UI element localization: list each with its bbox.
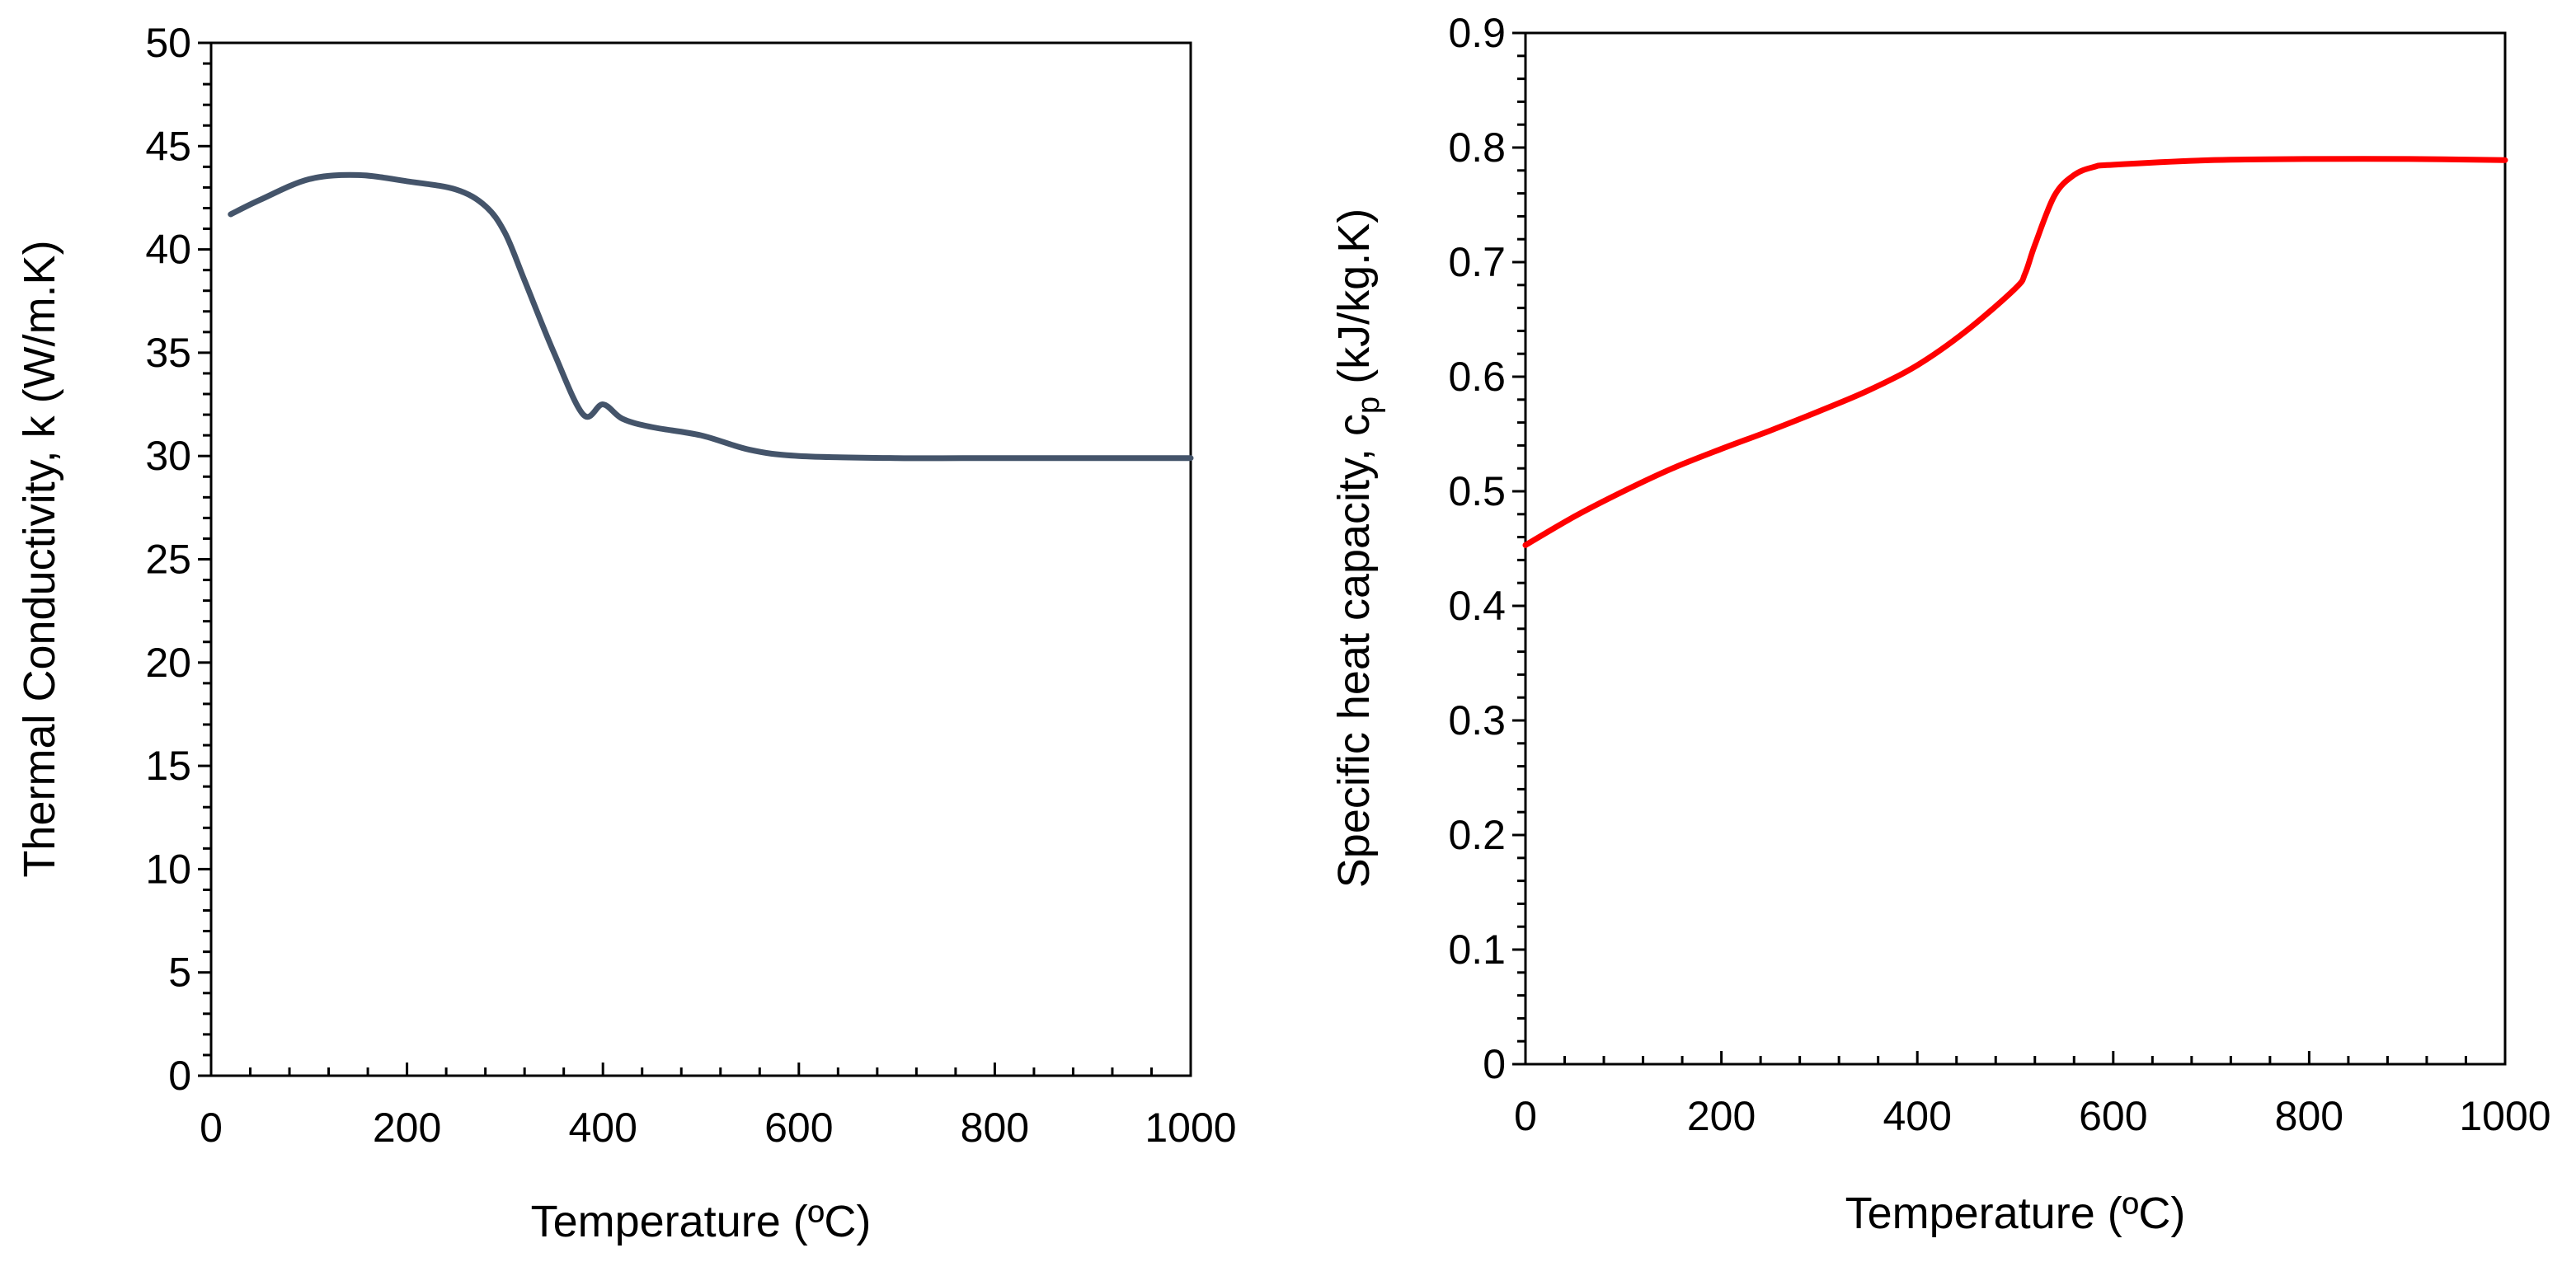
y-axis-title-main: Specific heat capacity, c bbox=[1329, 414, 1379, 888]
x-tick-label: 400 bbox=[1883, 1093, 1951, 1139]
y-tick-label: 20 bbox=[145, 640, 191, 686]
plot-area-frame bbox=[209, 41, 1192, 1077]
x-tick-label: 0 bbox=[1514, 1093, 1537, 1139]
y-axis-title: Thermal Conductivity, k (W/m.K) bbox=[15, 240, 64, 877]
tick-labels: 0 5 10 15 20 25 30 35 40 45 50 0 200 400 600 800 1000 bbox=[145, 20, 1236, 1151]
y-tick-label: 50 bbox=[145, 20, 191, 66]
series-line bbox=[1522, 156, 2508, 548]
x-tick-label: 600 bbox=[2079, 1093, 2147, 1139]
y-tick-label: 0.5 bbox=[1448, 468, 1506, 514]
x-tick-label: 1000 bbox=[2459, 1093, 2550, 1139]
y-tick-label: 35 bbox=[145, 330, 191, 376]
x-tick-label: 400 bbox=[568, 1105, 637, 1151]
y-axis-title: Specific heat capacity, cp (kJ/kg.K) bbox=[1329, 209, 1386, 888]
y-tick-label: 25 bbox=[145, 537, 191, 583]
specific-heat-capacity-chart: 0 0.1 0.2 0.3 0.4 0.5 0.6 0.7 0.8 0.9 0 200 400 600 80… bbox=[1329, 10, 2551, 1238]
x-axis-title: Temperature (ºC) bbox=[1845, 1189, 2186, 1238]
y-tick-label: 45 bbox=[145, 123, 191, 169]
data-series bbox=[228, 171, 1194, 462]
thermal-conductivity-chart: 0 5 10 15 20 25 30 35 40 45 50 0 200 400 600 800 1000 Te… bbox=[15, 20, 1237, 1246]
y-axis-title-subscript: p bbox=[1351, 396, 1386, 414]
series-line bbox=[228, 171, 1194, 462]
x-tick-label: 200 bbox=[1687, 1093, 1756, 1139]
y-tick-label: 5 bbox=[168, 950, 191, 996]
x-axis-title: Temperature (ºC) bbox=[531, 1197, 872, 1246]
y-tick-label: 0.7 bbox=[1448, 239, 1506, 285]
x-tick-label: 0 bbox=[200, 1105, 223, 1151]
y-tick-label: 30 bbox=[145, 433, 191, 479]
data-series bbox=[1522, 156, 2508, 548]
y-tick-label: 15 bbox=[145, 743, 191, 789]
x-tick-label: 600 bbox=[764, 1105, 833, 1151]
x-tick-label: 1000 bbox=[1145, 1105, 1236, 1151]
axis-ticks bbox=[1512, 31, 2507, 1066]
y-tick-label: 0 bbox=[168, 1053, 191, 1099]
axis-ticks bbox=[198, 41, 1192, 1077]
y-tick-label: 0.2 bbox=[1448, 812, 1506, 858]
y-tick-label: 0.1 bbox=[1448, 927, 1506, 973]
y-tick-label: 0.6 bbox=[1448, 354, 1506, 400]
y-tick-label: 0.4 bbox=[1448, 583, 1506, 629]
y-tick-label: 0.8 bbox=[1448, 124, 1506, 171]
y-tick-label: 0 bbox=[1483, 1041, 1506, 1087]
tick-labels: 0 0.1 0.2 0.3 0.4 0.5 0.6 0.7 0.8 0.9 0 200 400 600 80… bbox=[1448, 10, 2550, 1139]
x-tick-label: 800 bbox=[2275, 1093, 2343, 1139]
x-tick-label: 800 bbox=[961, 1105, 1029, 1151]
y-tick-label: 0.3 bbox=[1448, 697, 1506, 744]
y-tick-label: 40 bbox=[145, 227, 191, 273]
y-tick-label: 0.9 bbox=[1448, 10, 1506, 56]
y-axis-title-units: (kJ/kg.K) bbox=[1329, 209, 1379, 396]
plot-area-frame bbox=[1524, 31, 2507, 1066]
x-tick-label: 200 bbox=[373, 1105, 441, 1151]
y-tick-label: 10 bbox=[145, 846, 191, 892]
